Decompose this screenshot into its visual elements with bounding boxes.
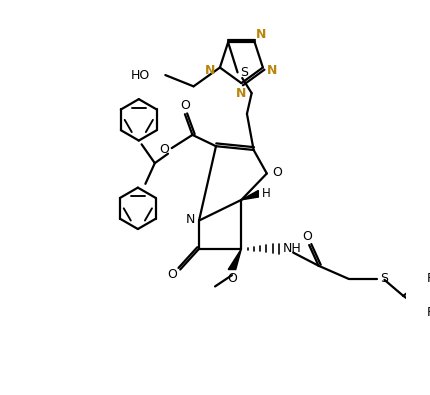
- Text: O: O: [302, 230, 312, 243]
- Text: HO: HO: [131, 69, 150, 81]
- Text: O: O: [168, 268, 178, 281]
- Text: O: O: [227, 273, 237, 286]
- Text: NH: NH: [283, 242, 301, 255]
- Text: H: H: [261, 187, 270, 200]
- Text: N: N: [205, 64, 215, 77]
- Text: S: S: [381, 273, 388, 286]
- Text: N: N: [186, 213, 195, 226]
- Polygon shape: [228, 249, 241, 269]
- Polygon shape: [241, 190, 258, 200]
- Text: O: O: [180, 99, 190, 112]
- Text: O: O: [272, 166, 282, 179]
- Text: N: N: [267, 64, 278, 77]
- Text: N: N: [236, 87, 246, 100]
- Text: O: O: [159, 143, 169, 156]
- Text: F: F: [427, 273, 430, 286]
- Text: S: S: [240, 66, 248, 79]
- Text: F: F: [427, 306, 430, 319]
- Text: N: N: [255, 28, 266, 41]
